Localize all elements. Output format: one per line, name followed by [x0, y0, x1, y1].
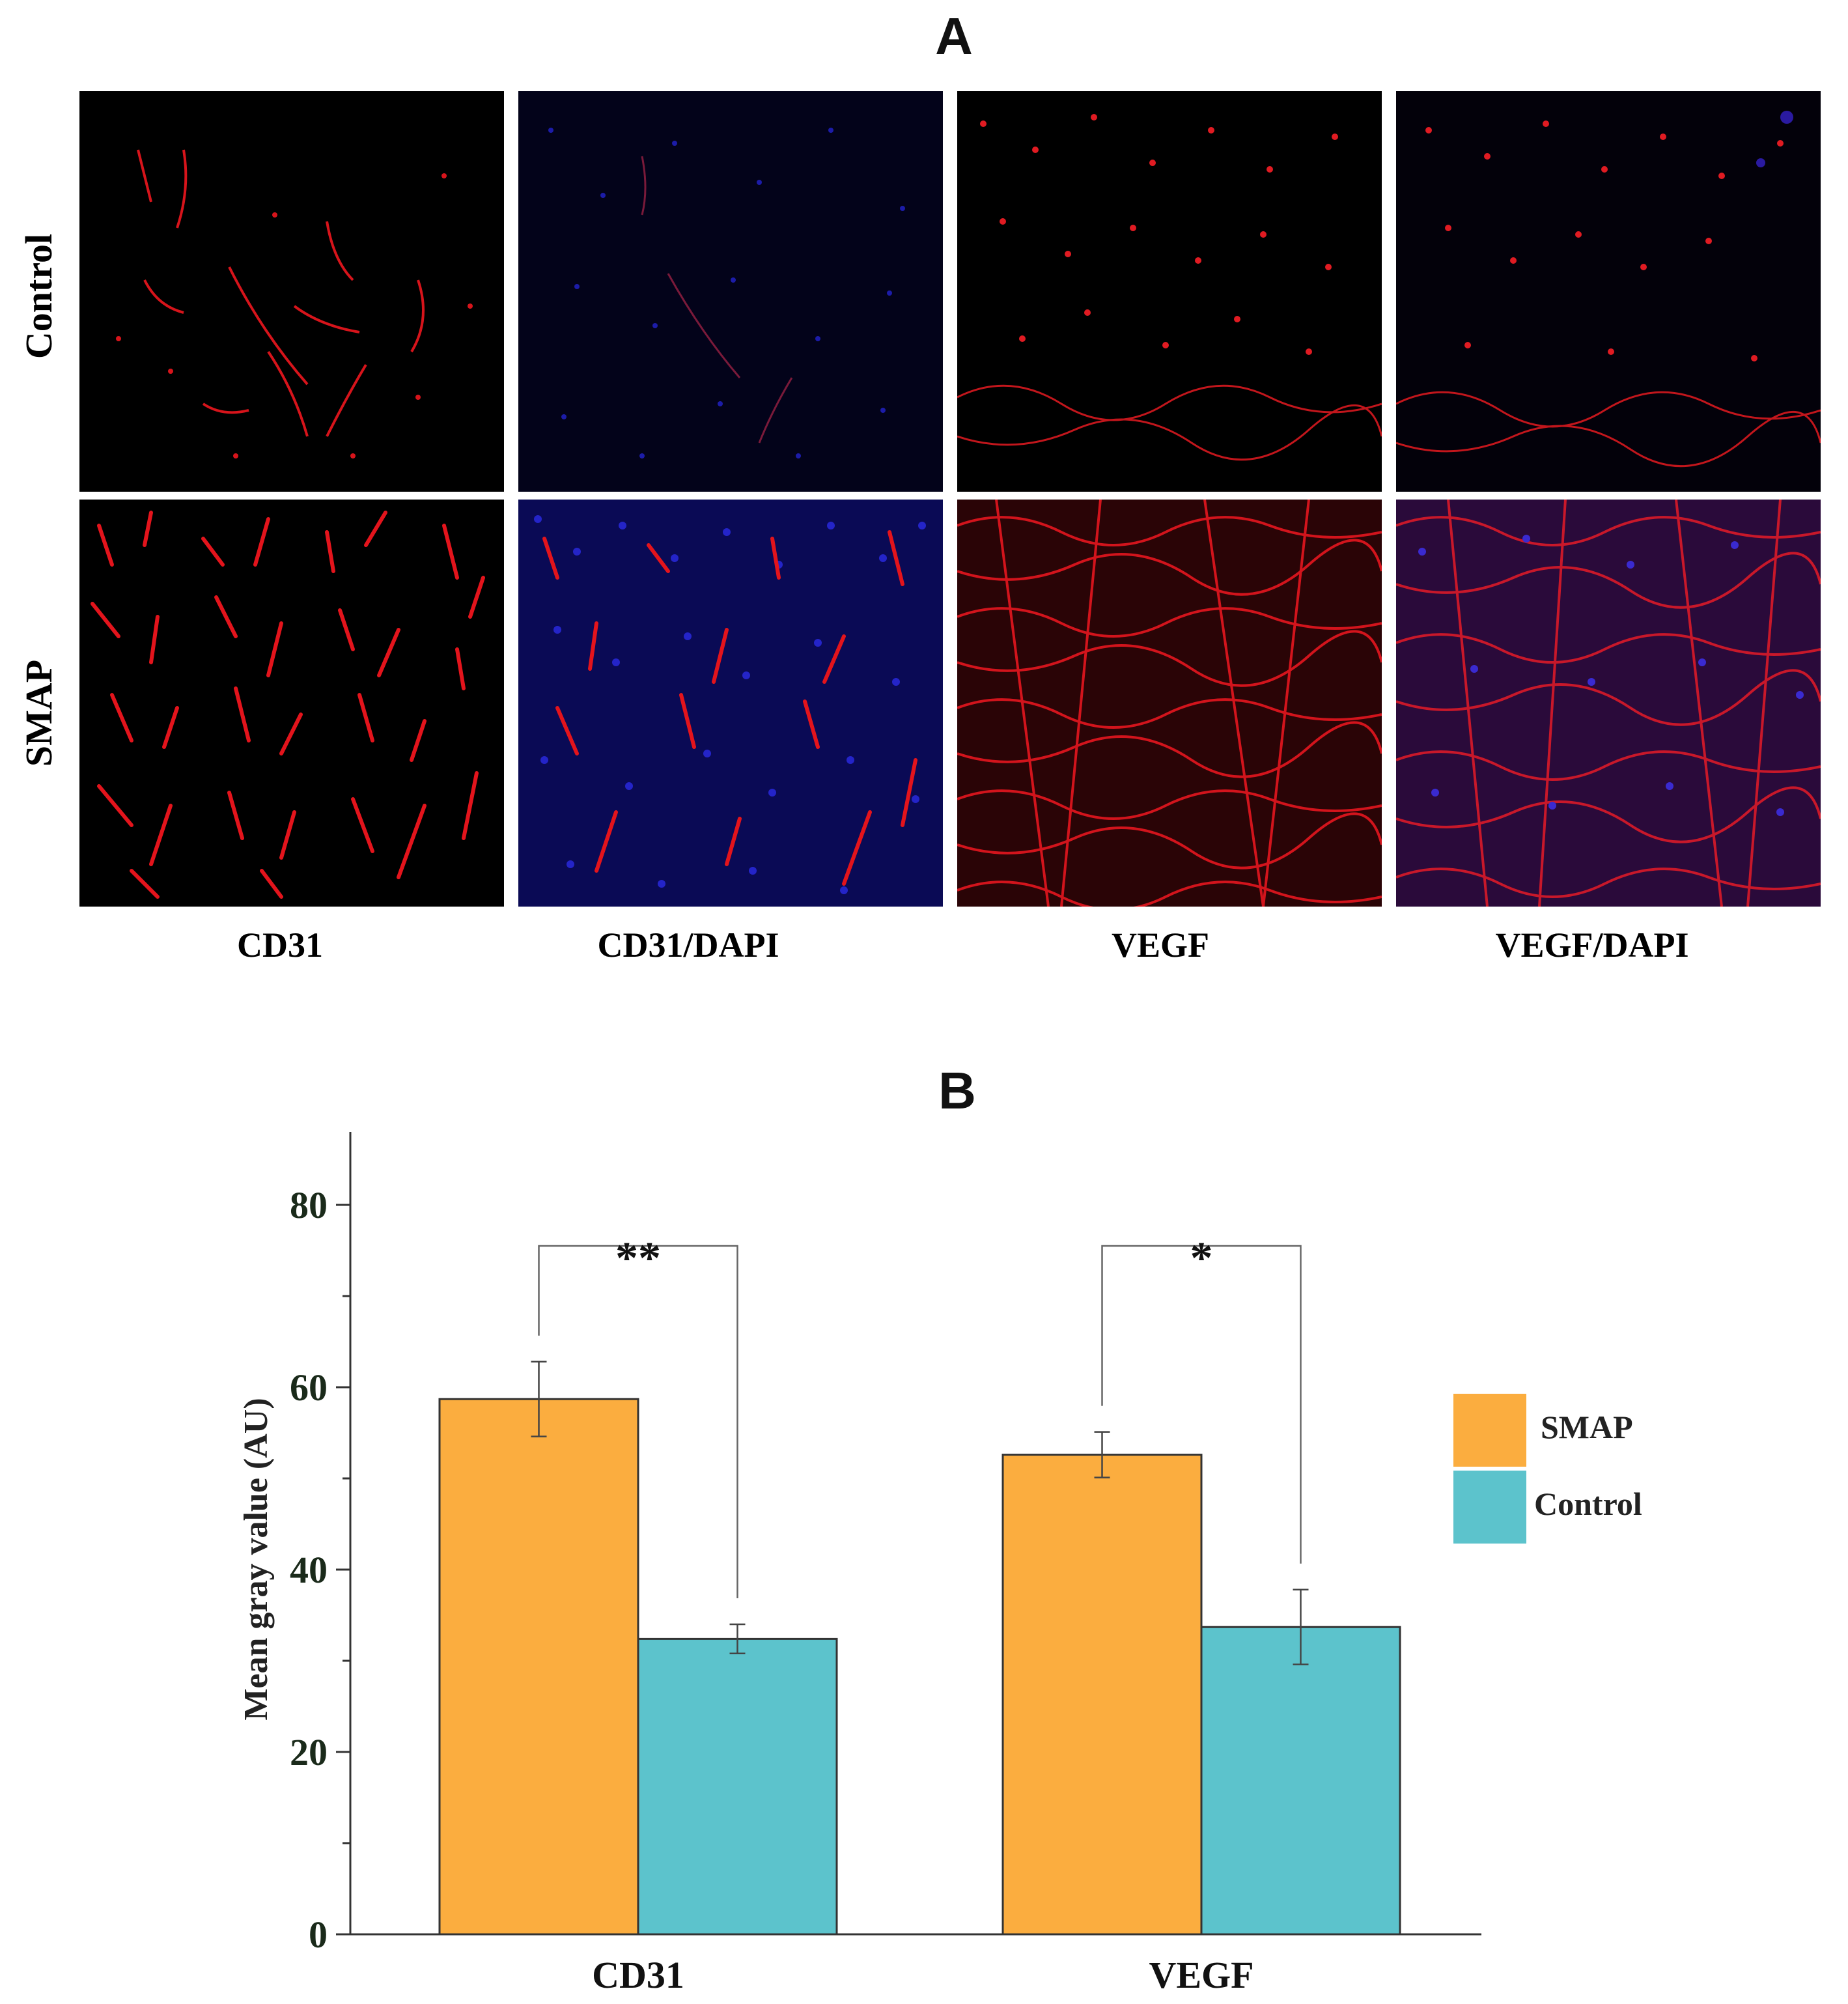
legend-label-control: Control [1534, 1486, 1642, 1522]
micrograph-smap-cd31-dapi [518, 500, 943, 907]
column-label-cd31-dapi: CD31/DAPI [597, 925, 779, 965]
micrograph-smap-vegf [957, 500, 1382, 907]
bar-control-vegf [1200, 1626, 1401, 1936]
y-tick-label: 60 [290, 1366, 328, 1409]
micrograph-control-cd31-dapi [518, 91, 943, 492]
legend-swatch-smap [1453, 1394, 1526, 1467]
micrograph-control-cd31 [79, 91, 504, 492]
bar-smap-vegf [1001, 1454, 1203, 1936]
micrograph-control-vegf-image [957, 91, 1382, 492]
micrograph-smap-vegf-image [957, 500, 1382, 907]
panel-a-letter: A [935, 7, 973, 65]
micrograph-smap-cd31-image [79, 500, 504, 907]
column-label-cd31: CD31 [237, 925, 323, 965]
column-label-vegf-dapi: VEGF/DAPI [1495, 925, 1689, 965]
y-tick-label: 20 [290, 1731, 328, 1773]
significance-bracket [538, 1245, 738, 1598]
micrograph-control-vegf-dapi-image [1396, 91, 1821, 492]
panel-b-letter: B [938, 1068, 976, 1120]
y-tick-label: 0 [309, 1913, 328, 1956]
legend-label-smap: SMAP [1541, 1409, 1633, 1445]
micrograph-smap-vegf-dapi-image [1396, 500, 1821, 907]
significance-label: * [1190, 1234, 1213, 1284]
legend-swatch-control [1453, 1471, 1526, 1544]
bar-control-cd31 [637, 1637, 838, 1936]
significance-label: ** [615, 1234, 661, 1284]
micrograph-control-cd31-image [79, 91, 504, 492]
x-tick-label-vegf: VEGF [1149, 1954, 1253, 1996]
row-label-smap: SMAP [18, 659, 60, 767]
column-label-vegf: VEGF [1111, 925, 1209, 965]
micrograph-smap-vegf-dapi [1396, 500, 1821, 907]
x-tick-label-cd31: CD31 [592, 1954, 684, 1996]
micrograph-control-cd31-dapi-image [518, 91, 943, 492]
micrograph-control-vegf [957, 91, 1382, 492]
row-label-control: Control [18, 233, 60, 360]
significance-bracket [1101, 1245, 1302, 1564]
micrograph-smap-cd31-dapi-image [518, 500, 943, 907]
micrograph-control-vegf-dapi [1396, 91, 1821, 492]
micrograph-smap-cd31 [79, 500, 504, 907]
y-tick-label: 80 [290, 1184, 328, 1226]
bar-smap-cd31 [438, 1398, 639, 1936]
y-axis-label: Mean gray value (AU) [238, 1398, 275, 1720]
y-tick-label: 40 [290, 1549, 328, 1591]
